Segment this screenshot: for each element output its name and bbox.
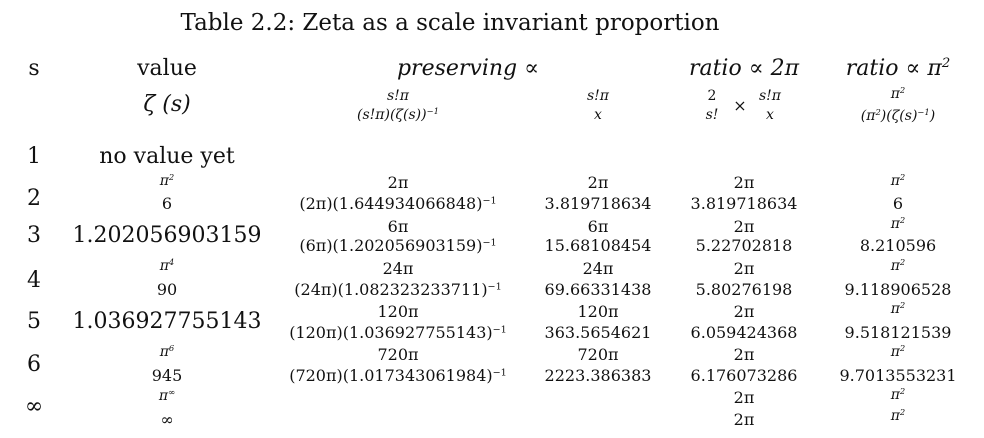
- row-2-s: 2: [27, 186, 41, 211]
- row-5-ratio-pi2-denominator: 9.518121539: [844, 323, 952, 342]
- row-5-ratio-2pi-numerator: 2π: [733, 302, 755, 321]
- header-ratio-coef-denominator: s!: [705, 107, 719, 123]
- row-infinity-value-numerator: π∞: [158, 386, 176, 404]
- row-2-ratio-2pi-numerator: 2π: [733, 173, 755, 192]
- row-2-preserving-numerator: 2π: [387, 173, 409, 192]
- row-2-ratio-2pi-denominator: 3.819718634: [690, 194, 798, 213]
- row-5-ratio-pi2-numerator: π2: [890, 299, 906, 317]
- row-4-x-numerator: 24π: [582, 259, 614, 278]
- row-3-preserving-numerator: 6π: [387, 217, 409, 236]
- header-zeta-s: ζ (s): [143, 92, 191, 117]
- row-infinity-ratio-pi2-denominator: π2: [890, 406, 906, 424]
- row-6-x-value: 2223.386383: [544, 366, 652, 385]
- row-5-x-numerator: 120π: [577, 302, 619, 321]
- row-2-preserving-denominator: (2π)(1.644934066848)−1: [299, 194, 497, 213]
- row-2-value-numerator: π2: [159, 171, 175, 189]
- row-3-value: 1.202056903159: [72, 223, 262, 248]
- header-ratio-coef-numerator: 2: [707, 88, 717, 104]
- row-5-s: 5: [27, 309, 41, 334]
- header-preserving-numerator: s!π: [386, 88, 410, 104]
- row-infinity-ratio-2pi-numerator: 2π: [733, 388, 755, 407]
- row-3-ratio-pi2-numerator: π2: [890, 214, 906, 232]
- header-preserving: preserving ∝: [396, 56, 540, 81]
- row-5-ratio-2pi-denominator: 6.059424368: [690, 323, 798, 342]
- row-6-value-numerator: π6: [159, 342, 175, 360]
- row-5-preserving-numerator: 120π: [377, 302, 419, 321]
- row-3-x-numerator: 6π: [587, 217, 609, 236]
- header-ratio-denominator: x: [766, 107, 774, 123]
- row-infinity-ratio-pi2-numerator: π2: [890, 385, 906, 403]
- row-4-preserving-numerator: 24π: [382, 259, 414, 278]
- row-3-x-value: 15.68108454: [544, 236, 652, 255]
- row-infinity-s: ∞: [24, 394, 44, 419]
- header-ratio-numerator: s!π: [758, 88, 782, 104]
- row-6-x-numerator: 720π: [577, 345, 619, 364]
- row-4-preserving-denominator: (24π)(1.082323233711)−1: [294, 280, 502, 299]
- row-6-ratio-2pi-numerator: 2π: [733, 345, 755, 364]
- row-5-value: 1.036927755143: [72, 309, 262, 334]
- row-6-preserving-denominator: (720π)(1.017343061984)−1: [289, 366, 507, 385]
- row-1-value: no value yet: [99, 144, 235, 169]
- row-3-s: 3: [27, 223, 41, 248]
- header-ratio-2pi: ratio ∝ 2π: [688, 56, 800, 81]
- row-6-s: 6: [27, 352, 41, 377]
- row-3-ratio-pi2-denominator: 8.210596: [859, 236, 937, 255]
- row-3-ratio-2pi-numerator: 2π: [733, 217, 755, 236]
- row-6-preserving-numerator: 720π: [377, 345, 419, 364]
- row-infinity-ratio-2pi-denominator: 2π: [733, 410, 755, 429]
- row-6-ratio-pi2-denominator: 9.7013553231: [839, 366, 957, 385]
- row-5-preserving-denominator: (120π)(1.036927755143)−1: [289, 323, 507, 342]
- row-1-s: 1: [27, 144, 41, 169]
- row-infinity-value-denominator: ∞: [160, 410, 174, 429]
- row-2-x-numerator: 2π: [587, 173, 609, 192]
- row-6-ratio-2pi-denominator: 6.176073286: [690, 366, 798, 385]
- row-4-x-value: 69.66331438: [544, 280, 652, 299]
- row-4-ratio-pi2-denominator: 9.118906528: [844, 280, 952, 299]
- header-x-numerator: s!π: [586, 88, 610, 104]
- row-2-x-value: 3.819718634: [544, 194, 652, 213]
- header-preserving-denominator: (s!π)(ζ(s))−1: [357, 105, 439, 123]
- row-4-ratio-2pi-denominator: 5.80276198: [695, 280, 793, 299]
- header-s: s: [28, 56, 40, 81]
- row-2-value-denominator: 6: [161, 194, 173, 213]
- row-4-value-denominator: 90: [156, 280, 178, 299]
- row-2-ratio-pi2-denominator: 6: [892, 194, 904, 213]
- row-4-ratio-2pi-numerator: 2π: [733, 259, 755, 278]
- row-4-value-numerator: π4: [159, 256, 175, 274]
- header-ratio-pi2: ratio ∝ π2: [845, 56, 951, 81]
- header-times-sign: ×: [733, 96, 747, 115]
- row-3-preserving-denominator: (6π)(1.202056903159)−1: [299, 236, 497, 255]
- header-x-denominator: x: [594, 107, 602, 123]
- row-4-s: 4: [27, 268, 41, 293]
- row-5-x-value: 363.5654621: [544, 323, 652, 342]
- row-2-ratio-pi2-numerator: π2: [890, 171, 906, 189]
- row-4-ratio-pi2-numerator: π2: [890, 256, 906, 274]
- table-title: Table 2.2: Zeta as a scale invariant pro…: [180, 10, 720, 36]
- row-6-value-denominator: 945: [151, 366, 183, 385]
- header-value: value: [137, 56, 197, 81]
- row-3-ratio-2pi-denominator: 5.22702818: [695, 236, 793, 255]
- row-6-ratio-pi2-numerator: π2: [890, 342, 906, 360]
- header-pi2-denominator: (π2)(ζ(s)−1): [860, 106, 936, 124]
- header-pi2-numerator: π2: [890, 84, 906, 102]
